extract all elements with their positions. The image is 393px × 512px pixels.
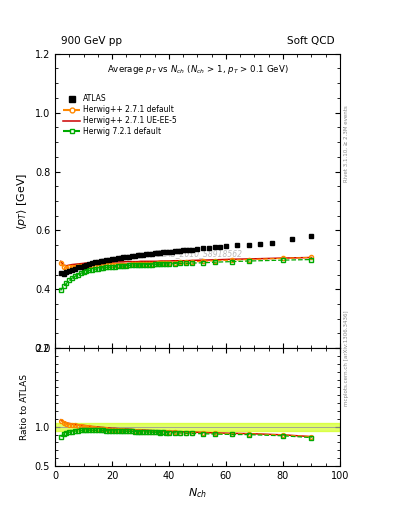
Text: ATLAS_2010_S8918562: ATLAS_2010_S8918562 [152,249,242,259]
Text: 900 GeV pp: 900 GeV pp [61,36,122,47]
Bar [55,423,340,431]
X-axis label: $N_{ch}$: $N_{ch}$ [188,486,207,500]
Text: Rivet 3.1.10, ≥ 2.3M events: Rivet 3.1.10, ≥ 2.3M events [344,105,349,182]
Text: mcplots.cern.ch [arXiv:1306.3436]: mcplots.cern.ch [arXiv:1306.3436] [344,311,349,406]
Text: Average $p_T$ vs $N_{ch}$ ($N_{ch}$ > 1, $p_T$ > 0.1 GeV): Average $p_T$ vs $N_{ch}$ ($N_{ch}$ > 1,… [107,62,288,76]
Legend: ATLAS, Herwig++ 2.7.1 default, Herwig++ 2.7.1 UE-EE-5, Herwig 7.2.1 default: ATLAS, Herwig++ 2.7.1 default, Herwig++ … [62,93,178,138]
Text: Soft QCD: Soft QCD [286,36,334,47]
Y-axis label: $\langle p_T \rangle$ [GeV]: $\langle p_T \rangle$ [GeV] [15,173,29,229]
Y-axis label: Ratio to ATLAS: Ratio to ATLAS [20,374,29,440]
